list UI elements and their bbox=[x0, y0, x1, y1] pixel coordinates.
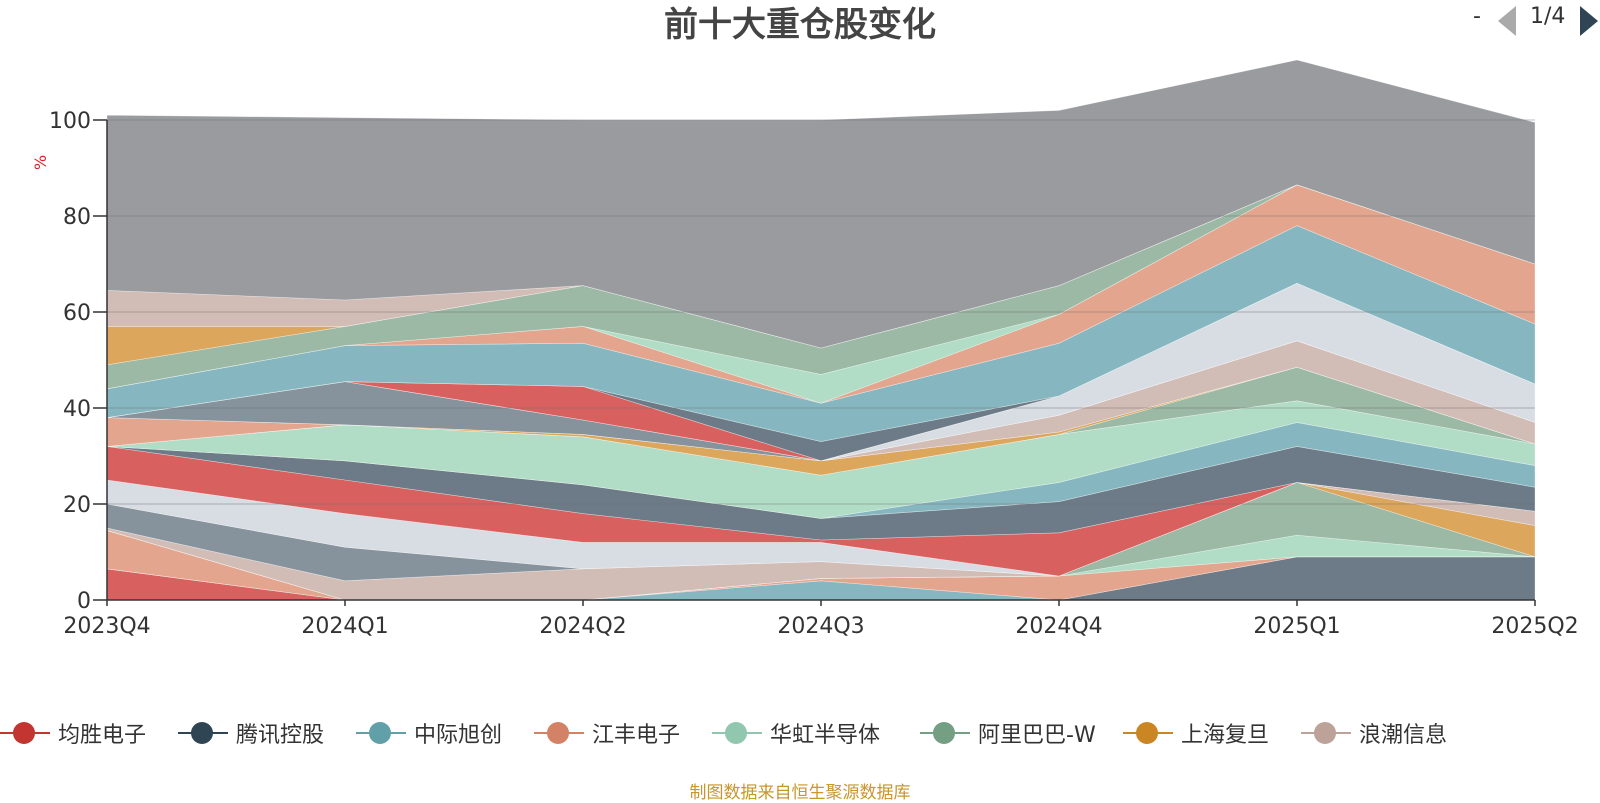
y-axis-unit: % bbox=[31, 154, 51, 171]
x-tick-label-2024Q3: 2024Q3 bbox=[777, 614, 864, 639]
legend-marker-icon bbox=[1123, 721, 1173, 745]
x-tick-label-2023Q4: 2023Q4 bbox=[63, 614, 150, 639]
legend-marker-icon bbox=[0, 721, 50, 745]
x-tick-label-2024Q2: 2024Q2 bbox=[539, 614, 626, 639]
legend-marker-icon bbox=[920, 721, 970, 745]
stacked-area-chart: 0 20 40 60 80 100 2023Q4 2024Q1 2024Q2 2024Q3 2024… bbox=[49, 59, 1579, 639]
legend-item[interactable]: 腾讯控股 bbox=[178, 716, 324, 750]
legend-label: 阿里巴巴-W bbox=[978, 723, 1096, 748]
legend-item[interactable]: 中际旭创 bbox=[356, 716, 502, 750]
legend-item[interactable]: 浪潮信息 bbox=[1301, 716, 1447, 750]
legend-label: 华虹半导体 bbox=[770, 723, 881, 748]
legend-marker-icon bbox=[1301, 721, 1351, 745]
tick-labels: 0 20 40 60 80 100 2023Q4 2024Q1 2024Q2 2024Q3 2024… bbox=[49, 109, 1579, 639]
y-tick-label-100: 100 bbox=[49, 109, 91, 134]
x-tick-label-2025Q2: 2025Q2 bbox=[1491, 614, 1578, 639]
area-series-29 bbox=[106, 59, 1536, 349]
legend-marker-icon bbox=[712, 721, 762, 745]
y-tick-label-20: 20 bbox=[63, 493, 91, 518]
legend-next-page-icon[interactable] bbox=[1580, 6, 1598, 36]
legend-overflow-dash: - bbox=[1473, 4, 1481, 29]
legend-marker-icon bbox=[178, 721, 228, 745]
axes bbox=[106, 120, 1536, 606]
y-tick-label-0: 0 bbox=[77, 589, 91, 614]
legend: 均胜电子 腾讯控股 中际旭创 江丰电子 华虹半导体 阿里巴巴-W 上海复旦 浪潮信息 bbox=[0, 716, 1600, 750]
legend-prev-page-icon[interactable] bbox=[1498, 6, 1516, 36]
legend-item[interactable]: 华虹半导体 bbox=[712, 716, 880, 750]
source-note: 制图数据来自恒生聚源数据库 bbox=[689, 783, 911, 803]
legend-label: 浪潮信息 bbox=[1359, 723, 1448, 748]
legend-item[interactable]: 阿里巴巴-W bbox=[920, 716, 1096, 750]
y-tick-label-80: 80 bbox=[63, 205, 91, 230]
legend-label: 上海复旦 bbox=[1181, 723, 1270, 748]
legend-item[interactable]: 江丰电子 bbox=[534, 716, 680, 750]
x-tick-label-2025Q1: 2025Q1 bbox=[1253, 614, 1340, 639]
y-tick-label-40: 40 bbox=[63, 397, 91, 422]
legend-item[interactable]: 上海复旦 bbox=[1123, 716, 1269, 750]
legend-label: 江丰电子 bbox=[592, 723, 681, 748]
x-tick-label-2024Q1: 2024Q1 bbox=[301, 614, 388, 639]
legend-marker-icon bbox=[356, 721, 406, 745]
area-layers bbox=[106, 59, 1536, 601]
legend-page-indicator: 1/4 bbox=[1530, 4, 1566, 29]
x-tick-label-2024Q4: 2024Q4 bbox=[1015, 614, 1102, 639]
legend-marker-icon bbox=[534, 721, 584, 745]
grid-lines bbox=[93, 119, 1535, 601]
y-tick-label-60: 60 bbox=[63, 301, 91, 326]
legend-label: 腾讯控股 bbox=[236, 723, 325, 748]
legend-item[interactable]: 均胜电子 bbox=[0, 716, 146, 750]
chart-title: 前十大重仓股变化 bbox=[664, 5, 936, 45]
legend-label: 均胜电子 bbox=[58, 723, 147, 748]
legend-label: 中际旭创 bbox=[414, 723, 503, 748]
